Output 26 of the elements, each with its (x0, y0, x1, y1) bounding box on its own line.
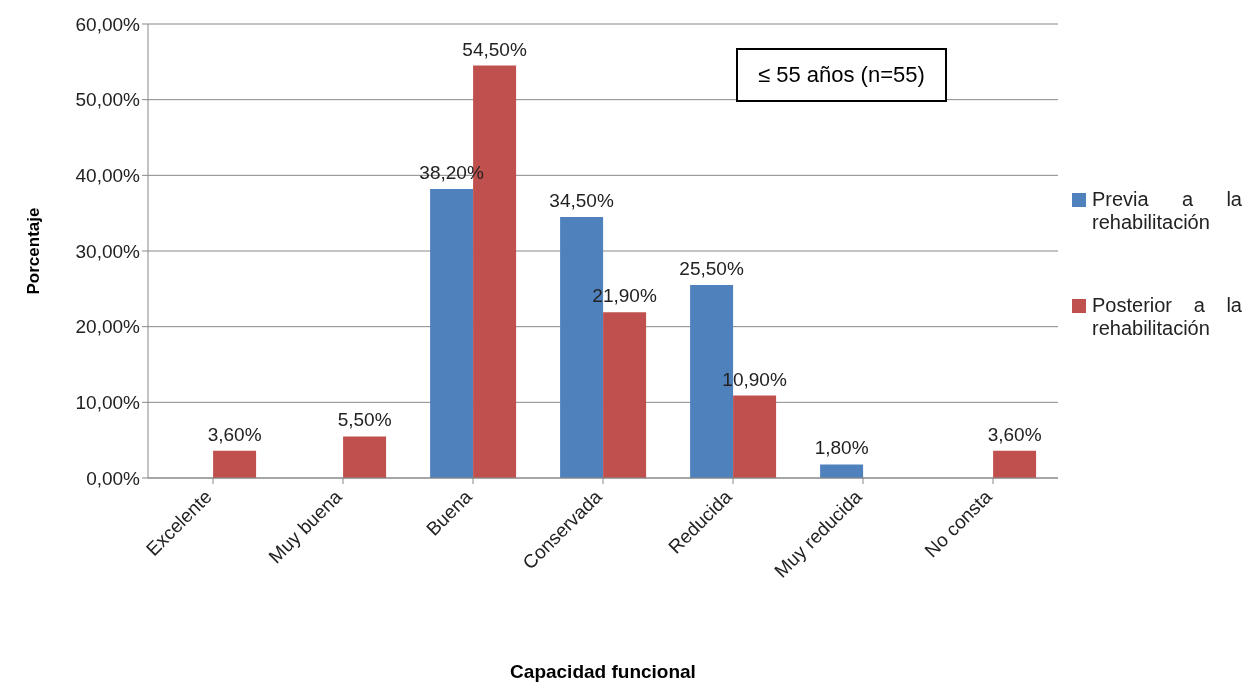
bar (603, 312, 647, 478)
data-label: 5,50% (337, 409, 392, 431)
y-tick-label: 60,00% (75, 13, 141, 35)
bar (343, 436, 387, 478)
data-label: 3,60% (987, 423, 1042, 445)
bar (993, 450, 1037, 478)
y-tick-label: 50,00% (75, 89, 141, 111)
legend-label: Previa a la rehabilitación (1092, 188, 1242, 234)
legend-label: Posterior a la rehabilitación (1092, 294, 1242, 340)
y-tick-label: 0,00% (86, 467, 141, 489)
data-label: 54,50% (462, 38, 527, 60)
data-label: 25,50% (679, 258, 744, 280)
y-tick-label: 20,00% (75, 316, 141, 338)
x-axis-title: Capacidad funcional (510, 661, 696, 682)
bar (430, 188, 474, 478)
annotation: ≤ 55 años (n=55) (736, 48, 947, 102)
data-label: 3,60% (207, 423, 262, 445)
data-label: 1,80% (814, 437, 869, 459)
y-tick-label: 10,00% (75, 392, 141, 414)
y-tick-label: 30,00% (75, 240, 141, 262)
bar (820, 464, 864, 478)
y-tick-label: 40,00% (75, 165, 141, 187)
bar (733, 395, 777, 478)
data-label: 34,50% (549, 189, 614, 211)
y-axis-title: Porcentaje (24, 207, 44, 295)
bar (213, 450, 257, 478)
